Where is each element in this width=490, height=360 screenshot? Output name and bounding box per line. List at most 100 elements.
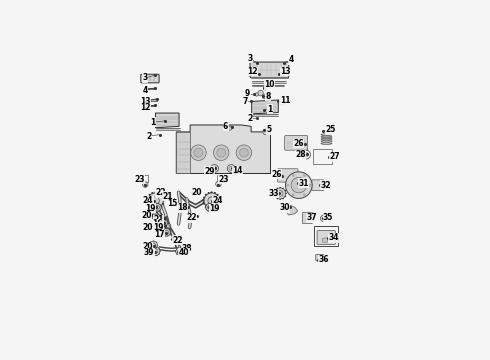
Ellipse shape xyxy=(321,140,332,142)
Text: 24: 24 xyxy=(212,196,222,205)
Circle shape xyxy=(150,222,151,224)
Circle shape xyxy=(153,229,154,230)
Text: 25: 25 xyxy=(325,125,335,134)
Circle shape xyxy=(208,197,216,204)
Circle shape xyxy=(303,193,306,196)
Text: 19: 19 xyxy=(153,223,164,232)
Text: 22: 22 xyxy=(172,235,183,244)
Text: 19: 19 xyxy=(209,204,220,213)
Circle shape xyxy=(276,188,278,189)
Circle shape xyxy=(219,200,221,202)
Circle shape xyxy=(206,209,207,210)
Circle shape xyxy=(153,207,154,208)
Text: 36: 36 xyxy=(318,256,329,265)
Ellipse shape xyxy=(321,138,332,140)
Text: 20: 20 xyxy=(192,188,202,197)
Circle shape xyxy=(212,166,217,171)
Text: 12: 12 xyxy=(140,103,150,112)
Circle shape xyxy=(153,246,154,247)
Text: 2: 2 xyxy=(146,131,151,140)
Circle shape xyxy=(153,203,161,211)
Text: 12: 12 xyxy=(247,67,258,76)
Circle shape xyxy=(154,191,156,193)
Polygon shape xyxy=(155,113,179,128)
Circle shape xyxy=(153,248,154,249)
Text: 13: 13 xyxy=(280,67,291,76)
Circle shape xyxy=(161,194,162,195)
Text: 33: 33 xyxy=(269,189,279,198)
Circle shape xyxy=(150,251,151,252)
Polygon shape xyxy=(176,125,270,174)
FancyBboxPatch shape xyxy=(178,246,185,250)
Circle shape xyxy=(217,206,219,207)
FancyBboxPatch shape xyxy=(317,231,335,244)
Text: 24: 24 xyxy=(143,196,153,205)
Circle shape xyxy=(273,193,275,194)
Text: 26: 26 xyxy=(294,139,304,148)
Circle shape xyxy=(167,225,170,228)
Circle shape xyxy=(165,228,166,229)
Circle shape xyxy=(156,246,157,247)
Circle shape xyxy=(280,187,281,188)
Circle shape xyxy=(275,188,286,199)
Circle shape xyxy=(208,211,209,212)
Circle shape xyxy=(158,211,159,212)
Circle shape xyxy=(227,125,232,130)
Text: 9: 9 xyxy=(245,89,250,98)
Circle shape xyxy=(161,206,162,207)
Circle shape xyxy=(159,253,160,255)
Polygon shape xyxy=(286,204,298,215)
Circle shape xyxy=(149,241,157,249)
Circle shape xyxy=(149,244,150,246)
Text: 20: 20 xyxy=(141,211,151,220)
Circle shape xyxy=(156,211,157,212)
Circle shape xyxy=(151,243,155,247)
Circle shape xyxy=(211,208,213,210)
Circle shape xyxy=(205,206,207,207)
Circle shape xyxy=(240,148,248,157)
Circle shape xyxy=(150,242,157,248)
Circle shape xyxy=(176,248,182,255)
Circle shape xyxy=(216,181,221,187)
Circle shape xyxy=(151,248,152,249)
Circle shape xyxy=(151,253,152,255)
Circle shape xyxy=(158,203,159,204)
Circle shape xyxy=(292,174,294,177)
Circle shape xyxy=(150,242,151,243)
Circle shape xyxy=(291,177,307,193)
Text: 14: 14 xyxy=(233,166,243,175)
Circle shape xyxy=(204,193,220,208)
Circle shape xyxy=(262,94,267,99)
Circle shape xyxy=(208,205,212,209)
Text: 27: 27 xyxy=(330,152,340,161)
Circle shape xyxy=(156,214,157,215)
Text: 3: 3 xyxy=(143,73,148,82)
Circle shape xyxy=(194,148,203,157)
Circle shape xyxy=(211,191,213,193)
Circle shape xyxy=(157,225,158,226)
Circle shape xyxy=(161,207,162,208)
Circle shape xyxy=(283,198,284,199)
Text: 21: 21 xyxy=(153,215,164,224)
Circle shape xyxy=(151,192,153,194)
Circle shape xyxy=(152,243,155,247)
Circle shape xyxy=(214,145,229,161)
Polygon shape xyxy=(176,132,190,174)
Circle shape xyxy=(150,213,155,219)
Polygon shape xyxy=(252,100,278,114)
Circle shape xyxy=(258,90,263,96)
Circle shape xyxy=(165,230,169,234)
Circle shape xyxy=(160,251,161,252)
Polygon shape xyxy=(322,238,328,242)
Circle shape xyxy=(205,194,207,195)
Circle shape xyxy=(151,214,154,217)
Text: 21: 21 xyxy=(163,192,173,201)
Text: 4: 4 xyxy=(143,86,148,95)
Circle shape xyxy=(151,207,153,209)
Text: 39: 39 xyxy=(144,248,154,257)
Circle shape xyxy=(149,225,150,226)
Text: 15: 15 xyxy=(167,199,177,208)
Text: 13: 13 xyxy=(140,97,150,106)
Circle shape xyxy=(274,190,276,191)
Text: 1: 1 xyxy=(150,118,155,127)
